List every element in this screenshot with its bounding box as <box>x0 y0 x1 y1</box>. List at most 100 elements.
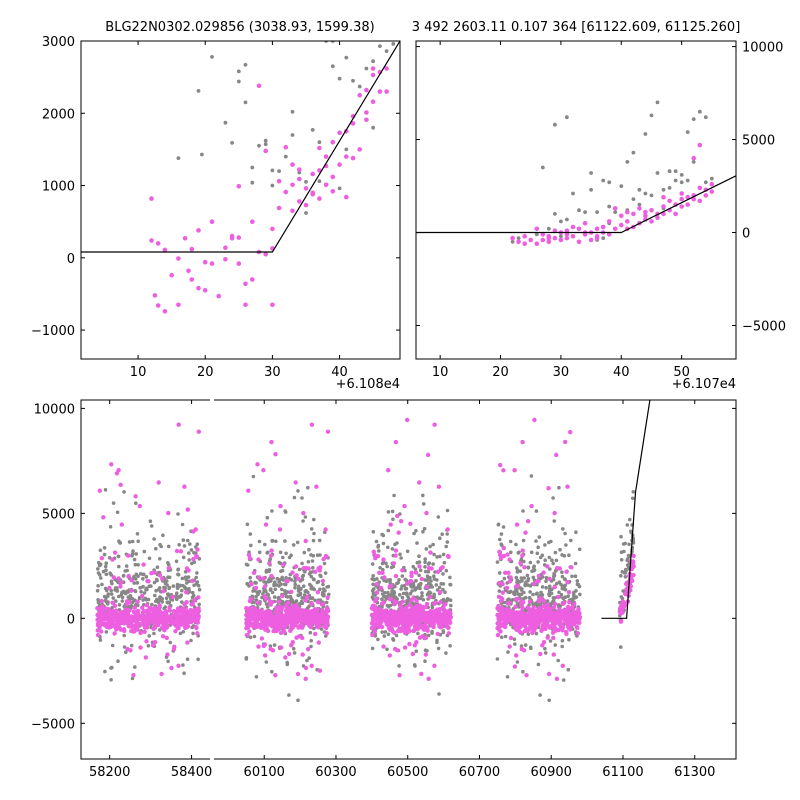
bottom-point-primary <box>400 627 405 632</box>
bottom-point-secondary <box>97 563 102 568</box>
top-left-point-secondary <box>330 64 335 69</box>
bottom-point-secondary <box>163 586 167 590</box>
bottom-point-primary <box>435 569 441 574</box>
bottom-xtick-label: 60300 <box>315 765 356 780</box>
bottom-point-primary <box>441 611 446 616</box>
bottom-point-secondary <box>423 560 427 564</box>
bottom-point-secondary <box>386 590 390 595</box>
bottom-point-primary <box>445 527 450 532</box>
bottom-point-secondary <box>499 635 504 640</box>
bottom-point-secondary <box>269 579 273 583</box>
bottom-point-secondary <box>177 595 181 599</box>
bottom-point-primary <box>433 600 438 606</box>
bottom-point-primary <box>541 640 547 645</box>
bottom-point-primary <box>247 629 252 634</box>
bottom-point-secondary <box>522 559 526 564</box>
bottom-point-secondary <box>435 578 439 582</box>
top-left-xtick-label: 20 <box>197 365 214 380</box>
bottom-point-primary <box>378 585 384 591</box>
top-left-ytick-label: −1000 <box>31 324 75 339</box>
bottom-point-secondary <box>263 542 267 547</box>
bottom-point-secondary <box>372 587 376 591</box>
bottom-point-secondary <box>284 551 288 556</box>
bottom-point-primary <box>131 673 136 678</box>
bottom-point-secondary <box>371 582 375 587</box>
bottom-point-secondary <box>95 588 100 593</box>
top-right-point-primary <box>594 235 600 241</box>
bottom-point-primary <box>500 582 505 587</box>
bottom-point-secondary <box>183 575 188 579</box>
bottom-point-secondary <box>410 589 414 593</box>
bottom-point-primary <box>541 598 547 604</box>
bottom-point-primary <box>546 486 551 491</box>
bottom-point-primary <box>166 510 171 516</box>
bottom-point-secondary <box>445 508 450 513</box>
bottom-point-primary <box>167 608 172 613</box>
bottom-point-secondary <box>507 597 511 601</box>
bottom-point-primary <box>519 611 524 616</box>
bottom-point-secondary <box>506 590 510 594</box>
bottom-ytick-label: 0 <box>67 612 75 627</box>
top-right-point-primary <box>697 142 703 148</box>
bottom-point-secondary <box>265 515 270 520</box>
bottom-point-primary <box>280 625 285 630</box>
top-left-point-primary <box>337 162 342 167</box>
bottom-point-secondary <box>187 551 191 555</box>
bottom-point-primary <box>303 538 308 544</box>
bottom-point-primary <box>428 550 433 555</box>
bottom-point-secondary <box>133 577 138 581</box>
bottom-point-primary <box>303 665 309 671</box>
bottom-point-secondary <box>399 587 403 591</box>
top-right-point-secondary <box>553 122 557 127</box>
bottom-point-primary <box>373 606 379 612</box>
top-left-point-primary <box>250 219 255 224</box>
bottom-point-secondary <box>296 584 301 589</box>
bottom-point-secondary <box>420 591 424 595</box>
bottom-xtick-label: 60900 <box>531 765 572 780</box>
bottom-point-primary <box>551 652 556 657</box>
bottom-point-primary <box>535 578 540 584</box>
bottom-point-primary <box>280 593 285 599</box>
top-right-point-secondary <box>703 180 708 185</box>
bottom-point-secondary <box>319 627 324 631</box>
bottom-point-primary <box>139 593 145 599</box>
bottom-point-secondary <box>439 582 444 586</box>
bottom-point-secondary <box>448 598 453 602</box>
bottom-point-primary <box>507 644 512 649</box>
top-right-ytick-label: −5000 <box>742 320 786 335</box>
top-left-point-primary <box>290 182 295 188</box>
bottom-point-primary <box>501 468 506 473</box>
bottom-point-secondary <box>396 580 401 585</box>
bottom-point-primary <box>181 618 186 624</box>
bottom-point-secondary <box>382 594 386 599</box>
bottom-point-primary <box>251 570 257 575</box>
bottom-point-primary <box>383 609 389 614</box>
bottom-point-secondary <box>97 573 102 577</box>
bottom-point-primary <box>190 602 195 607</box>
bottom-point-primary <box>324 625 329 631</box>
bottom-ytick-label: 5000 <box>42 507 75 522</box>
bottom-point-primary <box>388 583 394 588</box>
top-left-point-secondary <box>196 89 201 93</box>
bottom-point-primary <box>140 605 145 610</box>
bottom-point-primary <box>148 614 153 619</box>
bottom-point-primary <box>381 557 386 562</box>
bottom-point-primary <box>392 609 397 614</box>
bottom-point-primary <box>426 676 431 681</box>
bottom-xtick-label: 61100 <box>602 765 643 780</box>
top-left-point-primary <box>216 293 221 299</box>
bottom-point-secondary <box>560 644 564 649</box>
bottom-point-secondary <box>440 532 445 536</box>
bottom-point-primary <box>524 673 529 678</box>
top-right-point-secondary <box>625 160 630 164</box>
top-left-plot-area <box>81 41 400 314</box>
bottom-point-secondary <box>254 581 258 585</box>
bottom-point-secondary <box>528 645 533 650</box>
bottom-point-primary <box>302 615 308 620</box>
bottom-xtick-label: 60100 <box>244 765 285 780</box>
top-left-point-primary <box>189 246 195 252</box>
bottom-point-secondary <box>503 634 508 639</box>
top-right-point-primary <box>540 232 546 237</box>
bottom-point-primary <box>529 503 534 509</box>
bottom-point-secondary <box>283 509 288 513</box>
